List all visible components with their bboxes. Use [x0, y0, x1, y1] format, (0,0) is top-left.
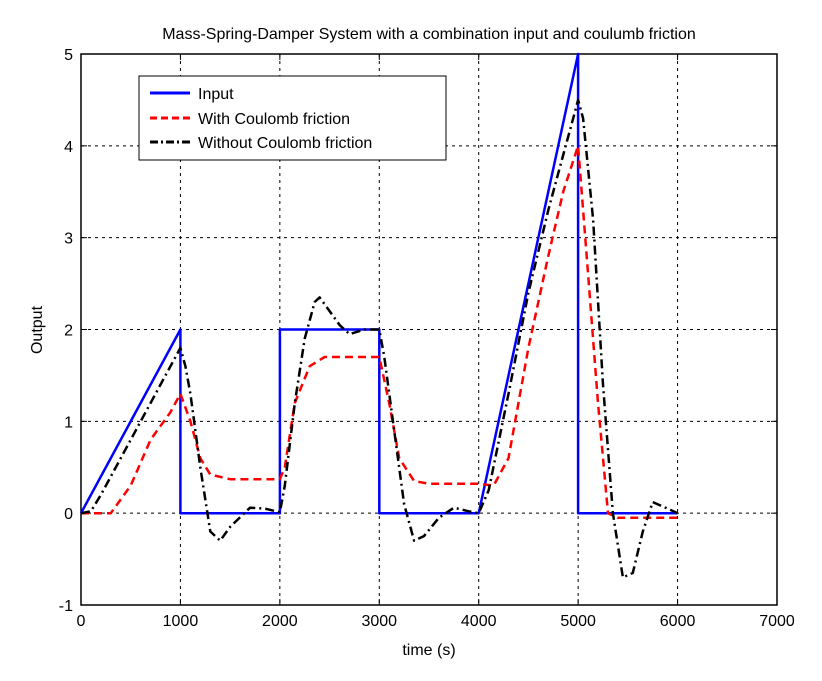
x-tick-label: 2000 [262, 613, 298, 630]
legend-label-input: Input [198, 86, 234, 103]
x-tick-label: 1000 [163, 613, 199, 630]
x-tick-label: 7000 [759, 613, 795, 630]
y-tick-label: 0 [64, 506, 73, 523]
y-tick-label: 3 [64, 231, 73, 248]
y-tick-label: 4 [64, 139, 73, 156]
x-tick-label: 0 [77, 613, 86, 630]
legend-label-without-coulomb: Without Coulomb friction [198, 135, 372, 152]
series-layer [79, 52, 679, 579]
legend-label-with-coulomb: With Coulomb friction [198, 111, 350, 128]
y-tick-label: -1 [59, 598, 73, 615]
x-axis-label: time (s) [402, 642, 455, 659]
legend-box [138, 75, 447, 161]
x-tick-label: 3000 [361, 613, 397, 630]
y-tick-label: 1 [64, 414, 73, 431]
series-line-without-coulomb-friction [80, 98, 679, 579]
x-tick-label: 5000 [560, 613, 596, 630]
x-axis-ticks: 0 1000 2000 3000 4000 5000 6000 7000 [77, 54, 795, 630]
legend: Input With Coulomb friction Without Coul… [138, 75, 447, 161]
x-tick-label: 4000 [461, 613, 497, 630]
x-tick-label: 6000 [660, 613, 696, 630]
y-tick-label: 2 [64, 323, 73, 340]
y-tick-label: 5 [64, 47, 73, 64]
series-line-input [79, 52, 678, 515]
chart-title: Mass-Spring-Damper System with a combina… [162, 26, 696, 43]
y-axis-label: Output [29, 305, 46, 354]
